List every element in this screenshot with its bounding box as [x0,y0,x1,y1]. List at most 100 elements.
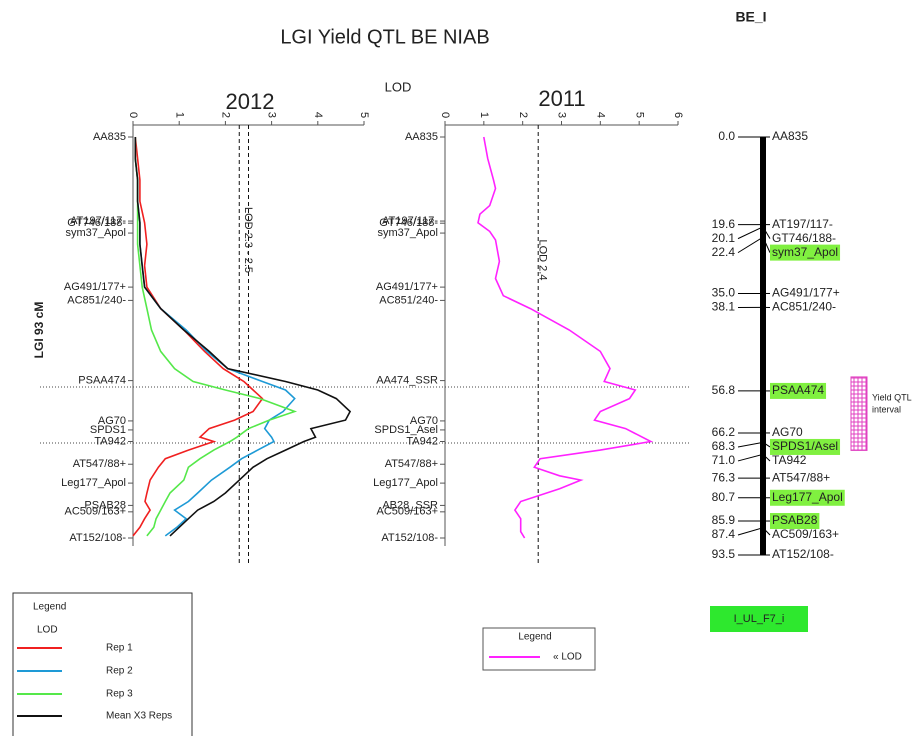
marker-label: AB28_SSR [382,499,438,511]
map-position: 85.9 [712,513,736,527]
marker-label: AA835 [93,131,126,143]
lod-line [134,137,298,537]
marker-label: AA835 [405,131,438,143]
marker-label: SPDS1_Asel [374,424,438,436]
tick-label: 6 [672,112,684,118]
group-label: LGI 93 cM [32,302,46,359]
tick-label: 5 [633,112,645,118]
legend-label: Rep 3 [106,689,133,700]
map-tick [737,226,764,240]
tick-label: 3 [266,112,278,118]
map-position: 0.0 [718,129,735,143]
map-marker: Leg177_Apol [772,490,843,504]
panel-title: 2012 [226,89,275,114]
marker-label: Leg177_Apol [373,477,438,489]
marker-label: sym37_Apol [65,227,126,239]
map-title: BE_I [735,9,766,25]
map-tick [762,454,771,462]
marker-label: AT197/117- [382,215,438,227]
marker-label: AT547/88+ [385,458,438,470]
marker-label: sym37_Apol [377,227,438,239]
legend-title: Legend [518,632,551,643]
marker-label: AC851/240- [67,294,126,306]
legend-label: « LOD [553,652,582,663]
lod-line [134,137,352,537]
legend-subtitle: LOD [37,625,58,636]
map-position: 35.0 [712,286,736,300]
map-marker: AT197/117- [772,217,833,231]
map-marker: AC509/163+ [772,527,839,541]
marker-label: GT746/188- [379,217,438,229]
map-position: 20.1 [712,231,736,245]
map-position: 80.7 [712,490,736,504]
qtl-interval [850,376,868,451]
lod-line [132,136,264,537]
map-marker: SPDS1/Asel [772,439,838,453]
tick-label: 0 [439,112,451,118]
map-position: 71.0 [712,453,736,467]
marker-highlight [770,244,841,261]
map-tick [737,441,764,448]
marker-label: PSAB28 [84,499,126,511]
map-tick [762,226,771,239]
map-position: 19.6 [712,217,736,231]
map-tick [737,453,764,462]
map-position: 22.4 [712,245,736,259]
map-marker: AT152/108- [772,547,834,561]
map-marker: sym37_Apol [772,245,838,259]
map-position: 93.5 [712,547,736,561]
legend-box [482,627,596,671]
marker-label: TA942 [94,435,126,447]
tick-label: 3 [556,112,568,118]
qtl-label: interval [872,404,901,414]
lod-label: LOD [385,79,412,94]
map-position: 38.1 [712,300,736,314]
tick-label: 2 [219,112,231,118]
tick-label: 4 [594,112,606,118]
map-marker: PSAA474 [772,383,824,397]
threshold-label: LOD 2.4 [536,240,548,281]
map-tick [762,236,771,253]
map-position: 56.8 [712,383,736,397]
map-tick [762,441,771,448]
marker-label: GT746/188- [67,217,126,229]
tick-label: 1 [478,112,490,118]
tick-label: 4 [312,112,324,118]
map-marker: AC851/240- [772,300,836,314]
marker-label: PSAA474 [78,375,126,387]
marker-label: SPDS1 [90,424,126,436]
marker-label: AG491/177+ [64,281,126,293]
map-marker: AG70 [772,425,803,439]
marker-label: TA942 [406,435,438,447]
lod-line [134,137,296,537]
tag: I_UL_F7_i [734,613,785,625]
map-marker: AG491/177+ [772,286,840,300]
map-marker: AT547/88+ [772,470,830,484]
marker-label: AA474_SSR [376,375,438,387]
map-tick [762,527,771,536]
threshold-label: LOD 2.3 - 2.5 [242,207,254,273]
tick-label: 2 [517,112,529,118]
tag-box [710,606,808,632]
marker-label: AG491/177+ [376,281,438,293]
marker-highlight [770,513,820,530]
map-position: 76.3 [712,470,736,484]
marker-label: AC509/163+ [377,506,438,518]
legend-box [12,592,193,736]
marker-highlight [770,438,841,455]
qtl-label: Yield QTL [872,392,912,402]
tick-label: 5 [358,112,370,118]
marker-label: AT547/88+ [73,458,126,470]
legend-label: Rep 1 [106,643,133,654]
marker-label: AG70 [98,415,126,427]
map-marker: AA835 [772,129,808,143]
tick-label: 1 [173,112,185,118]
marker-label: Leg177_Apol [61,477,126,489]
panel-title: 2011 [538,86,585,111]
marker-label: AT152/108- [69,532,126,544]
map-marker: GT746/188- [772,231,836,245]
map-tick [737,527,764,536]
marker-highlight [770,382,827,399]
legend-title: Legend [33,602,66,613]
marker-label: AG70 [410,415,438,427]
